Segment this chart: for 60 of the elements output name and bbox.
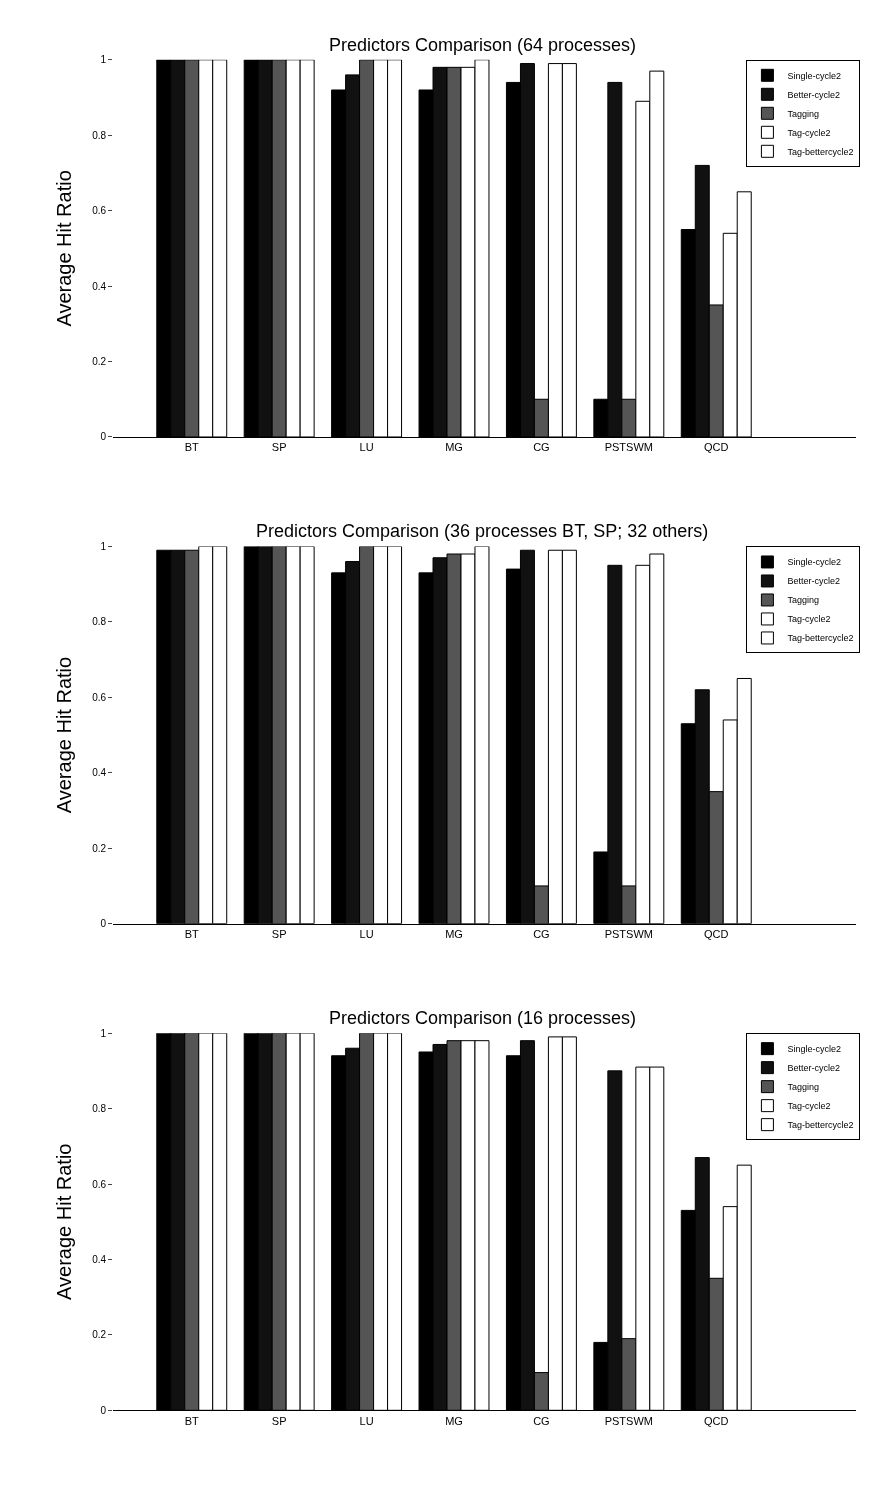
x-tick-label: SP [271, 1414, 287, 1427]
legend-label: Better-cycle2 [787, 576, 840, 587]
legend-label: Tagging [787, 108, 819, 119]
x-tick-label: CG [533, 927, 550, 940]
y-tick-label: 0.8 [92, 1103, 107, 1115]
x-tick-label: CG [533, 1414, 550, 1427]
y-tick-label: 0.6 [92, 205, 107, 217]
legend-label: Single-cycle2 [787, 557, 841, 568]
y-tick-label: 0.6 [92, 691, 107, 703]
y-tick-label: 0.2 [92, 356, 107, 368]
legend-label: Tag-cycle2 [787, 1101, 831, 1112]
legend-label: Tag-bettercycle2 [787, 1120, 854, 1131]
y-tick-label: 0.8 [92, 616, 107, 628]
y-tick-label: 1 [100, 1027, 107, 1039]
x-tick-label: MG [445, 927, 463, 940]
x-tick-label: CG [533, 441, 550, 454]
legend-label: Tag-cycle2 [787, 614, 831, 625]
legend-label: Better-cycle2 [787, 1063, 840, 1074]
x-tick-label: PSTSWM [604, 441, 653, 454]
legend-label: Single-cycle2 [787, 70, 841, 81]
y-tick-label: 0.2 [92, 1329, 107, 1341]
y-tick-label: 0 [100, 431, 107, 443]
x-tick-label: PSTSWM [604, 927, 653, 940]
y-tick-label: 0.6 [92, 1178, 107, 1190]
x-tick-label: PSTSWM [604, 1414, 653, 1427]
y-axis-title: Average Hit Ratio [52, 170, 75, 327]
legend-label: Tag-cycle2 [787, 127, 831, 138]
x-tick-label: BT [184, 441, 200, 454]
y-tick-label: 0.8 [92, 129, 107, 141]
x-tick-label: QCD [704, 1414, 729, 1427]
x-tick-label: QCD [704, 441, 729, 454]
chart-title: Predictors Comparison (64 processes) [329, 35, 637, 55]
x-tick-label: SP [271, 441, 287, 454]
legend-label: Tagging [787, 595, 819, 606]
x-tick-label: MG [445, 1414, 463, 1427]
x-tick-label: LU [359, 441, 374, 454]
y-axis-title: Average Hit Ratio [52, 656, 75, 814]
y-tick-label: 1 [100, 54, 107, 66]
x-tick-label: SP [271, 927, 287, 940]
legend-label: Tagging [787, 1082, 819, 1093]
legend-label: Better-cycle2 [787, 89, 840, 100]
y-tick-label: 0 [100, 1404, 107, 1416]
chart-title: Predictors Comparison (16 processes) [329, 1008, 637, 1028]
x-tick-label: BT [184, 1414, 200, 1427]
y-tick-label: 0.4 [92, 767, 107, 779]
y-tick-label: 0.2 [92, 842, 107, 854]
y-axis-title: Average Hit Ratio [52, 1143, 75, 1300]
x-tick-label: MG [445, 441, 463, 454]
x-tick-label: QCD [704, 927, 729, 940]
y-tick-label: 0.4 [92, 280, 107, 292]
y-tick-label: 1 [100, 540, 107, 552]
legend-label: Single-cycle2 [787, 1044, 841, 1055]
legend-label: Tag-bettercycle2 [787, 633, 854, 644]
x-tick-label: BT [184, 927, 200, 940]
chart-title: Predictors Comparison (36 processes BT, SP; 32 others) [256, 521, 709, 541]
x-tick-label: LU [359, 1414, 374, 1427]
x-tick-label: LU [359, 927, 374, 940]
legend-label: Tag-bettercycle2 [787, 146, 854, 157]
y-tick-label: 0 [100, 918, 107, 930]
y-tick-label: 0.4 [92, 1253, 107, 1265]
